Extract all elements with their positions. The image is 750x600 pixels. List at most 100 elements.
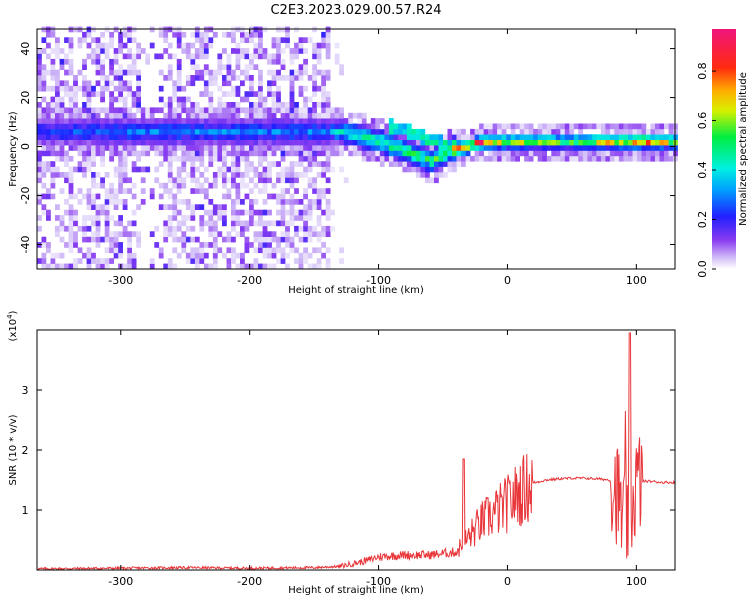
heatmap-cell [600, 134, 606, 140]
heatmap-cell [443, 150, 448, 157]
heatmap-cell [515, 150, 520, 157]
heatmap-cell [375, 155, 381, 162]
heatmap-cell [127, 177, 132, 184]
heatmap-cell [136, 236, 141, 243]
heatmap-cell [91, 236, 96, 243]
heatmap-cell [185, 75, 191, 81]
heatmap-cell [330, 225, 335, 232]
heatmap-cell [176, 42, 182, 49]
heatmap-cell [397, 128, 403, 135]
heatmap-cell [64, 225, 69, 232]
heatmap-cell [542, 134, 547, 140]
heatmap-cell [388, 150, 394, 157]
heatmap-cell [483, 134, 489, 140]
heatmap-cell [664, 123, 669, 130]
heatmap-cell [303, 258, 308, 264]
heatmap-cell [456, 139, 462, 146]
heatmap-cell [190, 118, 196, 124]
heatmap-cell [55, 85, 60, 92]
heatmap-cell [600, 139, 606, 146]
heatmap-cell [249, 64, 254, 70]
heatmap-cell [285, 188, 290, 194]
heatmap-cell [131, 182, 137, 189]
heatmap-cell [330, 107, 335, 114]
heatmap-cell [41, 172, 47, 178]
heatmap-cell [127, 48, 132, 54]
heatmap-cell [402, 139, 408, 146]
heatmap-cell [185, 150, 191, 157]
heatmap-cell [303, 188, 308, 194]
heatmap-cell [276, 220, 281, 227]
heatmap-cell [149, 118, 155, 124]
heatmap-cell [456, 150, 462, 157]
heatmap-cell [303, 193, 308, 200]
heatmap-cell [176, 199, 182, 205]
heatmap-cell [452, 128, 457, 135]
heatmap-cell [203, 64, 209, 70]
heatmap-cell [668, 150, 674, 157]
heatmap-cell [267, 53, 272, 60]
heatmap-cell [276, 118, 281, 124]
heatmap-cell [50, 252, 56, 259]
heatmap-cell [50, 139, 56, 146]
heatmap-cell [118, 188, 123, 194]
heatmap-cell [118, 220, 123, 227]
heatmap-cell [420, 134, 426, 140]
heatmap-cell [587, 139, 593, 146]
heatmap-cell [212, 145, 218, 151]
heatmap-cell [194, 145, 200, 151]
heatmap-cell [118, 139, 123, 146]
heatmap-cell [145, 128, 151, 135]
heatmap-cell [474, 128, 480, 135]
x-tick-label: -200 [237, 575, 262, 588]
heatmap-cell [285, 112, 290, 119]
heatmap-cell [271, 107, 277, 114]
heatmap-cell [285, 139, 290, 146]
heatmap-cell [181, 48, 187, 54]
heatmap-cell [145, 139, 151, 146]
heatmap-cell [456, 134, 462, 140]
heatmap-cell [163, 236, 169, 243]
heatmap-cell [447, 155, 453, 162]
heatmap-cell [167, 139, 173, 146]
heatmap-cell [55, 231, 60, 237]
heatmap-cell [564, 134, 570, 140]
heatmap-cell [190, 80, 196, 87]
heatmap-cell [285, 37, 290, 43]
heatmap-cell [280, 102, 286, 108]
heatmap-cell [95, 37, 101, 43]
heatmap-cell [131, 64, 137, 70]
heatmap-cell [222, 123, 227, 130]
heatmap-cell [68, 204, 74, 210]
heatmap-cell [212, 209, 218, 216]
heatmap-cell [285, 252, 290, 259]
heatmap-cell [77, 112, 83, 119]
heatmap-cell [262, 134, 268, 140]
heatmap-cell [109, 215, 114, 221]
heatmap-cell [605, 123, 611, 130]
heatmap-cell [208, 225, 214, 232]
heatmap-cell [393, 161, 399, 167]
heatmap-cell [596, 145, 602, 151]
heatmap-cell [267, 112, 272, 119]
heatmap-cell [235, 85, 241, 92]
heatmap-cell [222, 102, 227, 108]
heatmap-cell [181, 128, 187, 135]
heatmap-cell [181, 31, 187, 38]
heatmap-cell [172, 134, 178, 140]
heatmap-cell [55, 215, 60, 221]
heatmap-cell [172, 225, 178, 232]
heatmap-cell [262, 231, 268, 237]
heatmap-cell [294, 247, 299, 254]
heatmap-cell [208, 128, 214, 135]
heatmap-cell [605, 150, 611, 157]
heatmap-cell [262, 242, 268, 248]
heatmap-cell [82, 231, 87, 237]
heatmap-cell [267, 172, 272, 178]
heatmap-cell [68, 172, 74, 178]
heatmap-cell [307, 236, 313, 243]
heatmap-cell [91, 48, 96, 54]
heatmap-cell [411, 166, 417, 173]
heatmap-cell [258, 263, 263, 270]
heatmap-cell [289, 145, 295, 151]
